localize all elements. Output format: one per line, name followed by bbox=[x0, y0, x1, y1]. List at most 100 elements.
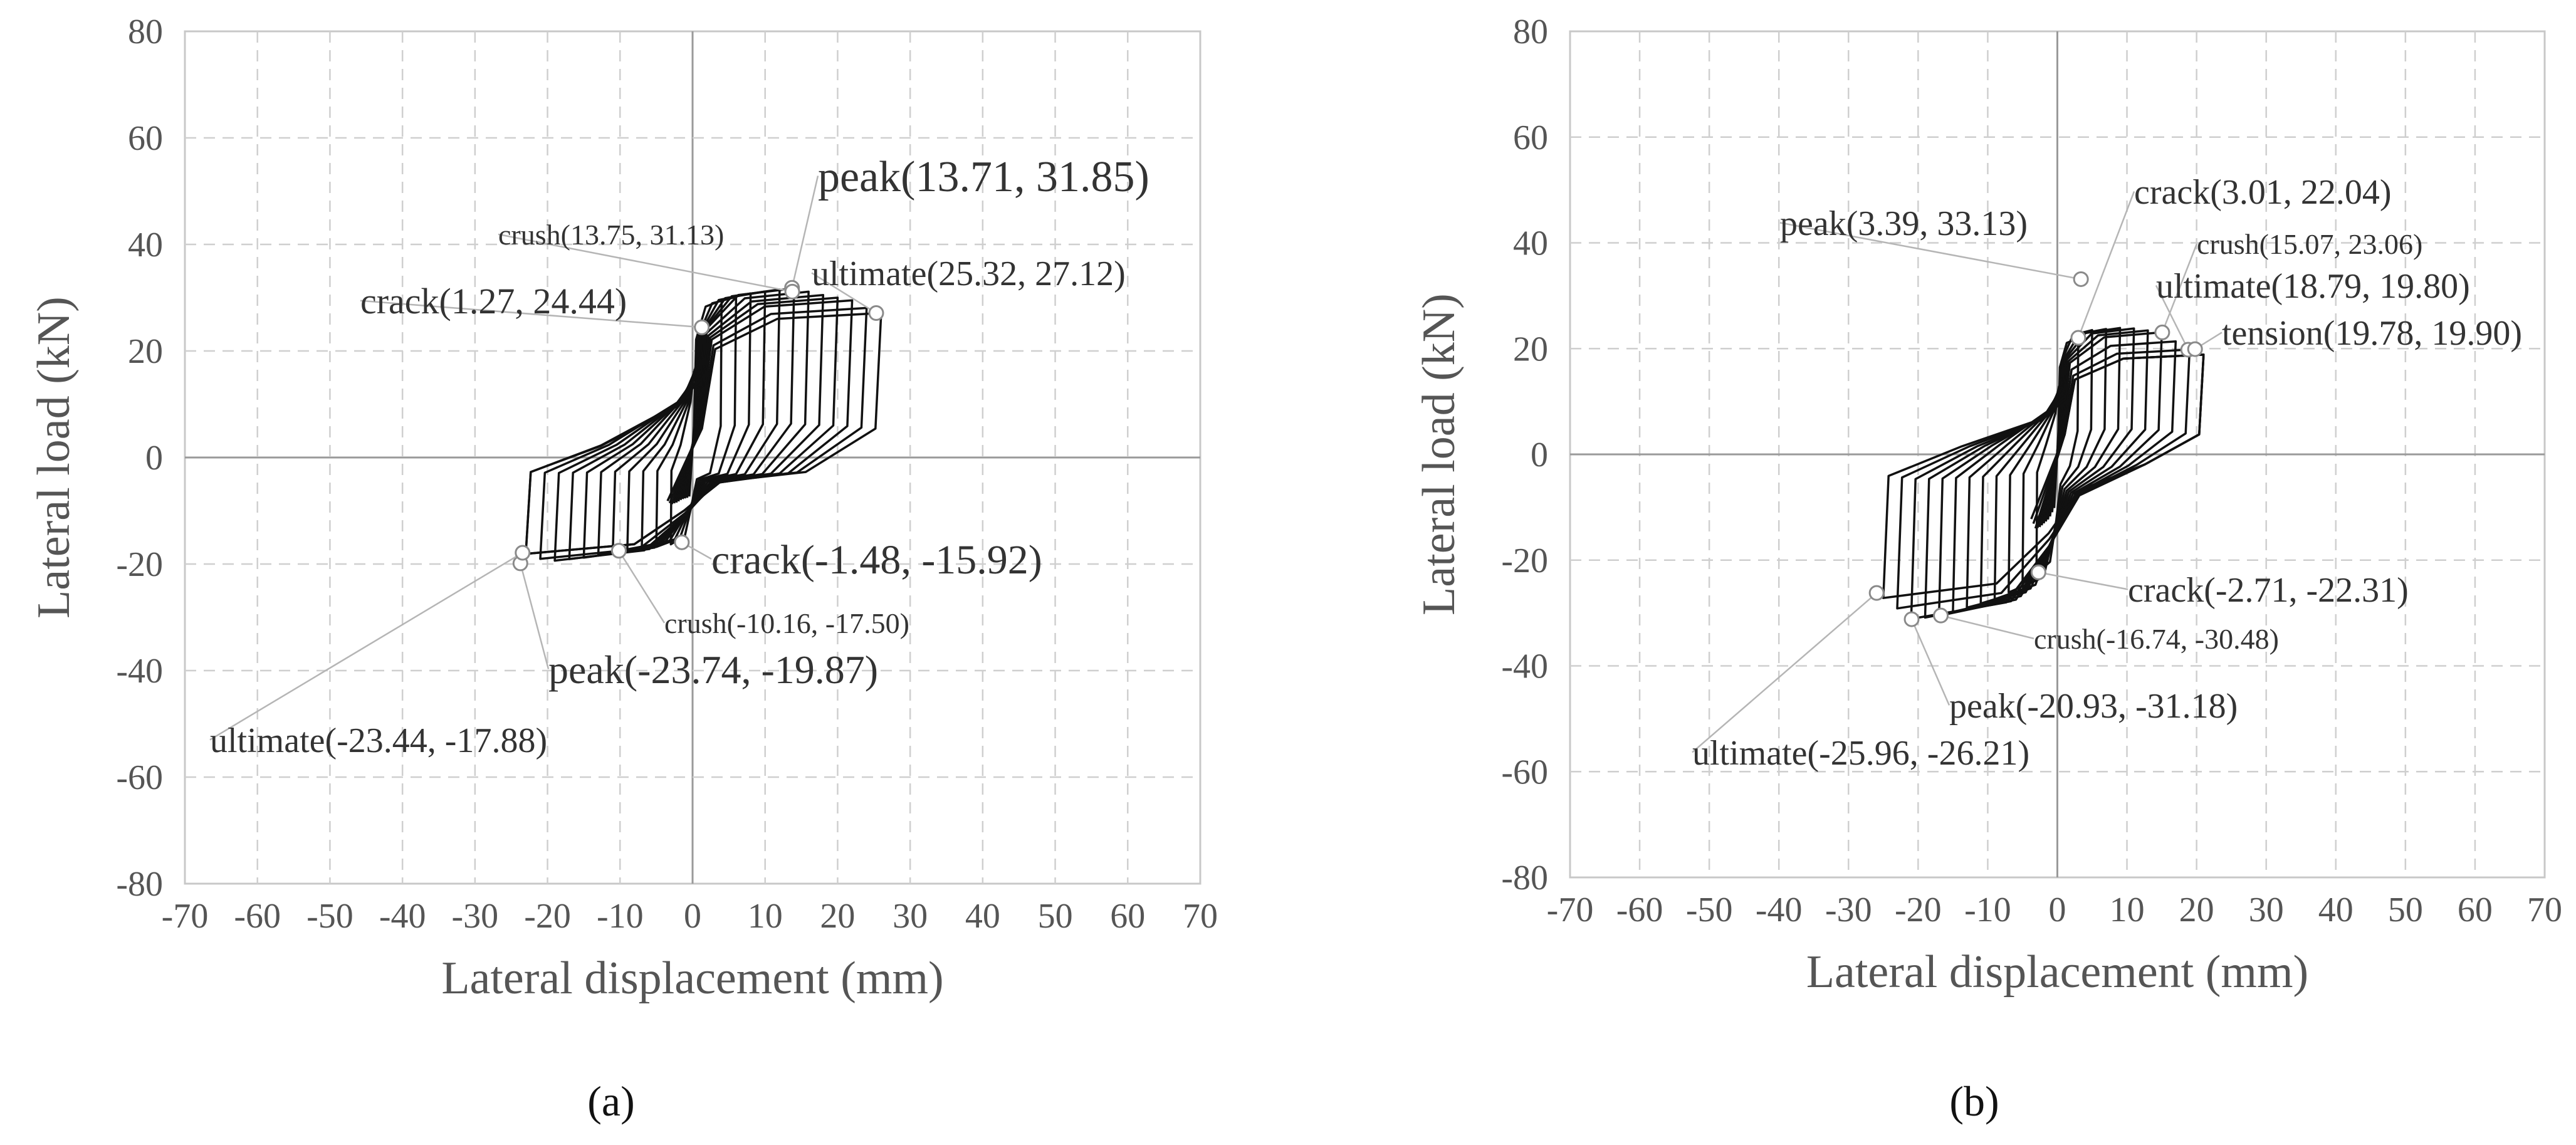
annotation-leader bbox=[1779, 222, 2081, 280]
annotation-leader bbox=[209, 552, 523, 741]
annotation-marker bbox=[610, 543, 627, 559]
annotation-marker bbox=[2030, 564, 2046, 580]
annotation-marker bbox=[2154, 324, 2170, 340]
annotation-label: peak(-23.74, -19.87) bbox=[548, 647, 878, 692]
x-tick-label: 0 bbox=[684, 897, 701, 936]
annotation-marker bbox=[1903, 611, 1920, 627]
annotation-marker bbox=[674, 534, 690, 550]
hysteresis-loop bbox=[1979, 327, 2135, 605]
x-tick-label: -20 bbox=[524, 897, 571, 936]
x-tick-label: 70 bbox=[2527, 891, 2562, 929]
y-tick-label: 60 bbox=[1513, 118, 1548, 157]
annotation-marker bbox=[694, 319, 710, 335]
annotation-label: ultimate(18.79, 19.80) bbox=[2156, 267, 2470, 306]
annotation-label: crush(13.75, 31.13) bbox=[498, 219, 724, 251]
annotation-label: crush(-10.16, -17.50) bbox=[664, 607, 909, 639]
x-tick-label: 10 bbox=[2110, 891, 2145, 929]
annotation-leader bbox=[498, 233, 793, 293]
y-tick-label: -80 bbox=[1501, 859, 1548, 897]
x-tick-label: -30 bbox=[1825, 891, 1872, 929]
y-tick-label: -80 bbox=[116, 865, 163, 904]
x-tick-label: 0 bbox=[2049, 891, 2066, 929]
annotation-label: crack(1.27, 24.44) bbox=[360, 281, 627, 322]
hysteresis-loop bbox=[1882, 353, 2205, 599]
annotation-marker bbox=[2073, 271, 2089, 287]
hysteresis-curves bbox=[1882, 327, 2205, 620]
annotation-marker bbox=[784, 283, 800, 300]
annotation-label: crush(15.07, 23.06) bbox=[2197, 228, 2422, 260]
x-axis-title: Lateral displacement (mm) bbox=[1806, 946, 2308, 998]
annotation-label: peak(3.39, 33.13) bbox=[1780, 204, 2028, 243]
x-tick-label: 30 bbox=[2249, 891, 2284, 929]
y-tick-label: -20 bbox=[1501, 541, 1548, 580]
hysteresis-loop bbox=[582, 290, 810, 559]
annotation-label: crack(-1.48, -15.92) bbox=[711, 537, 1042, 583]
annotation-marker bbox=[515, 545, 531, 561]
annotation-label: peak(13.71, 31.85) bbox=[818, 153, 1149, 201]
y-tick-label: 20 bbox=[128, 332, 163, 371]
annotation-leader bbox=[2155, 285, 2189, 350]
annotation-leader bbox=[2077, 191, 2135, 338]
annotation-label: crack(3.01, 22.04) bbox=[2134, 173, 2392, 212]
y-tick-label: -60 bbox=[1501, 753, 1548, 792]
annotation-leader bbox=[2038, 572, 2128, 590]
hysteresis-loop bbox=[1966, 329, 2149, 609]
x-tick-label: -70 bbox=[162, 897, 209, 936]
annotation-marker bbox=[868, 305, 884, 321]
hysteresis-loop bbox=[553, 296, 839, 562]
annotation-label: crack(-2.71, -22.31) bbox=[2128, 571, 2409, 610]
annotation-leader bbox=[811, 272, 877, 314]
annotation-marker bbox=[2187, 341, 2203, 357]
x-tick-label: -50 bbox=[306, 897, 353, 936]
x-tick-label: -40 bbox=[1756, 891, 1803, 929]
x-tick-label: 50 bbox=[2388, 891, 2423, 929]
y-tick-label: 60 bbox=[128, 119, 163, 158]
x-tick-label: 50 bbox=[1038, 897, 1073, 936]
x-tick-label: 40 bbox=[965, 897, 1000, 936]
x-tick-label: 60 bbox=[2458, 891, 2493, 929]
y-tick-label: 0 bbox=[1531, 436, 1548, 474]
annotation-leader bbox=[1692, 592, 1877, 753]
hysteresis-loop bbox=[525, 311, 882, 555]
annotation-leader bbox=[520, 563, 550, 669]
x-tick-label: -10 bbox=[1964, 891, 2011, 929]
annotation-label: ultimate(25.32, 27.12) bbox=[812, 254, 1126, 293]
x-tick-label: -60 bbox=[234, 897, 281, 936]
x-tick-label: -30 bbox=[452, 897, 499, 936]
x-tick-label: 20 bbox=[820, 897, 855, 936]
panel-label: (a) bbox=[587, 1077, 634, 1125]
x-tick-label: -10 bbox=[597, 897, 644, 936]
x-tick-label: -40 bbox=[379, 897, 426, 936]
annotation-marker bbox=[2070, 330, 2086, 346]
annotation-leader bbox=[2161, 243, 2198, 333]
annotation-label: peak(-20.93, -31.18) bbox=[1949, 687, 2238, 726]
x-tick-label: -60 bbox=[1616, 891, 1663, 929]
annotation-label: ultimate(-25.96, -26.21) bbox=[1692, 734, 2029, 773]
annotation-marker bbox=[1868, 585, 1885, 601]
annotation-leader bbox=[618, 550, 666, 624]
x-tick-label: 10 bbox=[748, 897, 783, 936]
annotation-leader bbox=[360, 300, 702, 328]
annotation-label: crush(-16.74, -30.48) bbox=[2034, 623, 2279, 655]
hysteresis-loop bbox=[2008, 328, 2108, 594]
hysteresis-loop bbox=[626, 290, 767, 552]
y-tick-label: 80 bbox=[128, 13, 163, 51]
y-tick-label: 80 bbox=[1513, 13, 1548, 51]
x-tick-label: 60 bbox=[1110, 897, 1145, 936]
hysteresis-loop bbox=[568, 293, 825, 560]
chart-panel-a: -70 -60 -50 -40 -30 -20 -10 0 10 20 30 40 50 60 70 80 60… bbox=[28, 13, 1218, 1125]
y-tick-label: -40 bbox=[1501, 647, 1548, 686]
hysteresis-loop bbox=[611, 288, 781, 553]
y-tick-label: -20 bbox=[116, 545, 163, 584]
hysteresis-loop bbox=[1993, 327, 2122, 600]
y-tick-label: 0 bbox=[145, 439, 163, 478]
hysteresis-loop bbox=[597, 287, 795, 556]
y-tick-label: -40 bbox=[116, 652, 163, 691]
y-tick-label: 40 bbox=[128, 226, 163, 264]
x-tick-label: 20 bbox=[2179, 891, 2214, 929]
x-axis-title: Lateral displacement (mm) bbox=[441, 953, 943, 1004]
annotation-leader bbox=[1940, 614, 2034, 640]
y-tick-label: 20 bbox=[1513, 330, 1548, 369]
x-tick-label: -50 bbox=[1686, 891, 1733, 929]
